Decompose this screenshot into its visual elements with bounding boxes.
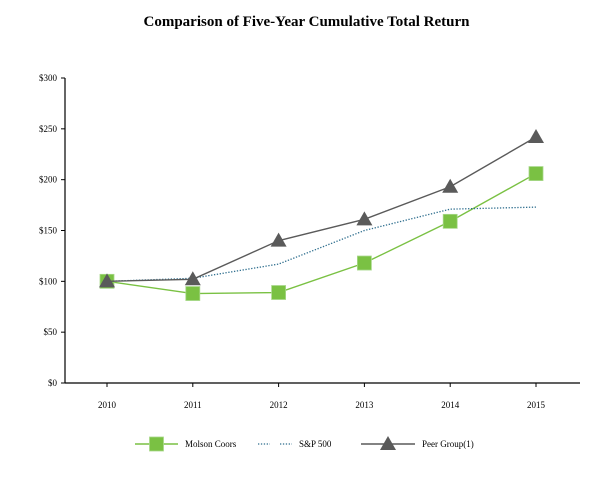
legend-label: Peer Group(1) (422, 439, 474, 449)
y-tick-label: $0 (48, 378, 58, 388)
data-point-0-2 (271, 285, 287, 300)
x-tick-label: 2014 (441, 400, 460, 410)
y-tick-label: $150 (39, 226, 58, 236)
data-point-2-2 (270, 232, 287, 247)
legend-marker-0 (149, 436, 164, 452)
data-point-2-4 (442, 178, 459, 193)
x-tick-label: 2013 (355, 400, 374, 410)
series-line-0 (106, 172, 537, 295)
y-tick-label: $250 (39, 124, 58, 134)
x-tick-label: 2010 (98, 400, 117, 410)
series-line-1 (106, 206, 537, 282)
data-point-2-3 (356, 211, 373, 226)
x-tick-label: 2012 (270, 400, 288, 410)
legend-marker-2 (380, 436, 396, 450)
data-point-0-5 (528, 166, 544, 181)
legend-label: Molson Coors (185, 439, 237, 449)
series-line-2 (106, 136, 537, 283)
data-point-0-1 (185, 286, 201, 301)
data-point-0-4 (442, 213, 458, 229)
legend-label: S&P 500 (299, 439, 332, 449)
y-tick-label: $100 (39, 276, 58, 286)
data-point-2-0 (99, 273, 115, 288)
y-tick-label: $50 (44, 327, 58, 337)
x-tick-label: 2011 (184, 400, 202, 410)
y-tick-label: $200 (39, 175, 58, 185)
data-point-0-3 (356, 255, 372, 271)
x-tick-label: 2015 (527, 400, 546, 410)
chart-title: Comparison of Five-Year Cumulative Total… (143, 14, 470, 30)
y-tick-label: $300 (39, 73, 58, 83)
data-point-2-1 (184, 271, 201, 286)
data-point-2-5 (528, 128, 544, 143)
